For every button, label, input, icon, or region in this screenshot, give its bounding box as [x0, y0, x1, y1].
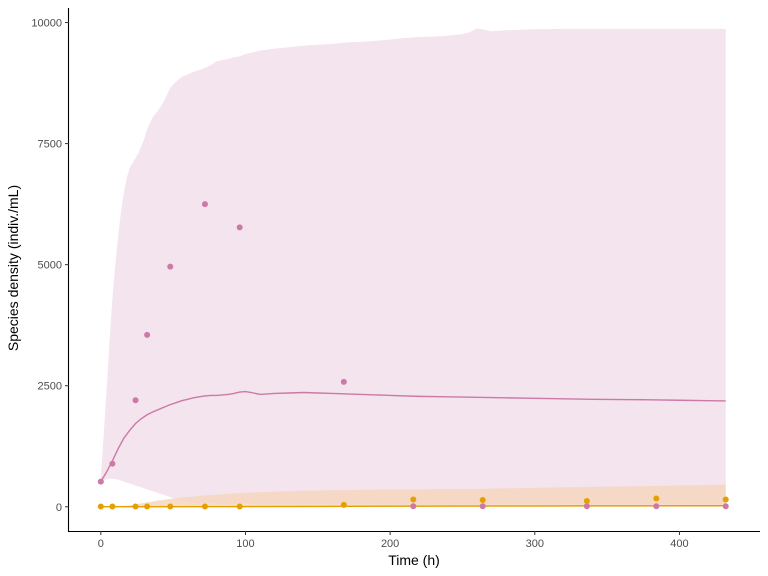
y-axis-title: Species density (indiv./mL) [5, 185, 21, 351]
line-series-1 [100, 390, 726, 482]
point-series-1 [340, 378, 347, 385]
point-series-1 [722, 503, 729, 510]
point-series-2 [167, 503, 174, 510]
y-tick-label: 5000 [38, 260, 62, 272]
x-tick-label: 0 [98, 538, 104, 550]
point-series-2 [340, 501, 347, 508]
point-series-2 [722, 496, 729, 503]
y-tick-label: 10000 [31, 18, 62, 30]
point-series-2 [109, 503, 116, 510]
y-tick-label: 0 [56, 502, 62, 514]
point-series-2 [479, 497, 486, 504]
y-axis-ticks: 0 2500 5000 7500 10000 [31, 18, 69, 514]
y-tick-label: 2500 [38, 381, 62, 393]
x-axis-ticks: 0 100 200 300 400 [98, 531, 689, 550]
point-series-1 [97, 478, 104, 485]
point-series-2 [653, 495, 660, 502]
point-series-1 [201, 201, 208, 208]
point-series-2 [144, 503, 151, 510]
point-series-1 [144, 331, 151, 338]
point-series-1 [109, 460, 116, 467]
x-tick-label: 300 [526, 538, 544, 550]
x-axis-title: Time (h) [388, 552, 440, 568]
band-series-1 [100, 28, 726, 504]
point-series-2 [583, 497, 590, 504]
data-points [97, 201, 729, 510]
band-series-2 [100, 484, 726, 507]
point-series-2 [201, 503, 208, 510]
line-series-2 [100, 504, 726, 508]
confidence-bands [100, 28, 726, 507]
point-series-2 [132, 503, 139, 510]
x-tick-label: 400 [670, 538, 688, 550]
point-series-1 [132, 397, 139, 404]
axes [67, 8, 760, 533]
x-tick-label: 100 [236, 538, 254, 550]
point-series-2 [97, 503, 104, 510]
point-series-2 [236, 503, 243, 510]
point-series-1 [167, 263, 174, 270]
point-series-1 [479, 503, 486, 510]
point-series-1 [410, 503, 417, 510]
point-series-1 [236, 224, 243, 231]
point-series-1 [583, 503, 590, 510]
y-tick-label: 7500 [38, 139, 62, 151]
series-lines [100, 390, 726, 508]
x-tick-label: 200 [381, 538, 399, 550]
point-series-1 [653, 503, 660, 510]
point-series-2 [410, 496, 417, 503]
